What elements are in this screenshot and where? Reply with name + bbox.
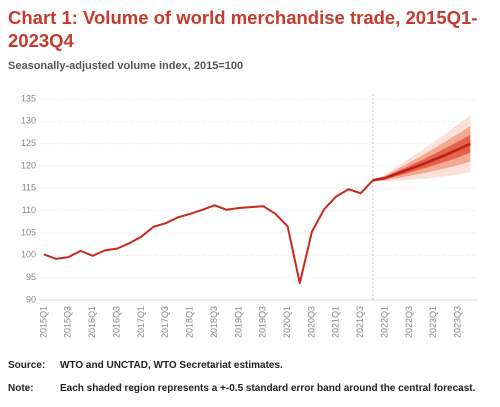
x-tick-label: 2019Q1 [233, 306, 243, 338]
series-line [43, 179, 374, 285]
y-tick-label: 90 [26, 294, 36, 304]
y-tick-label: 125 [21, 138, 36, 148]
y-tick-label: 100 [21, 250, 36, 260]
x-tick-label: 2017Q3 [160, 306, 170, 338]
y-tick-label: 135 [21, 93, 36, 103]
note-text: Each shaded region represents a +-0.5 st… [60, 383, 476, 394]
chart-subtitle: Seasonally-adjusted volume index, 2015=1… [8, 60, 244, 72]
x-tick-label: 2015Q1 [38, 306, 48, 338]
x-tick-label: 2023Q1 [428, 306, 438, 338]
chart-title: Chart 1: Volume of world merchandise tra… [8, 7, 478, 51]
y-tick-label: 95 [26, 272, 36, 282]
x-tick-label: 2019Q3 [258, 306, 268, 338]
x-tick-label: 2016Q3 [111, 306, 121, 338]
source-note: Source: WTO and UNCTAD, WTO Secretariat e… [8, 360, 283, 371]
x-tick-label: 2021Q1 [331, 306, 341, 338]
y-tick-label: 105 [21, 227, 36, 237]
x-tick-label: 2021Q3 [355, 306, 365, 338]
note-label: Source: [8, 360, 46, 371]
x-tick-label: 2016Q1 [87, 306, 97, 338]
x-tick-label: 2020Q1 [282, 306, 292, 338]
y-tick-label: 115 [22, 183, 36, 193]
x-tick-label: 2018Q3 [209, 306, 219, 338]
x-tick-label: 2018Q1 [185, 306, 195, 338]
y-tick-label: 110 [22, 205, 36, 215]
x-tick-label: 2015Q3 [63, 306, 73, 338]
note-label: Note: [8, 383, 34, 394]
x-tick-label: 2020Q3 [306, 306, 316, 338]
series-line [372, 142, 471, 182]
y-tick-label: 120 [21, 160, 36, 170]
x-tick-label: 2022Q1 [379, 306, 389, 338]
x-tick-label: 2023Q3 [452, 306, 462, 338]
note: Note: Each shaded region represents a +-0… [8, 383, 475, 394]
x-tick-label: 2017Q1 [136, 306, 146, 338]
note-text: WTO and UNCTAD, WTO Secretariat estimate… [60, 360, 283, 371]
error-band [372, 125, 471, 181]
x-tick-label: 2022Q3 [404, 306, 414, 338]
error-band [372, 134, 471, 181]
y-tick-label: 130 [21, 116, 36, 126]
